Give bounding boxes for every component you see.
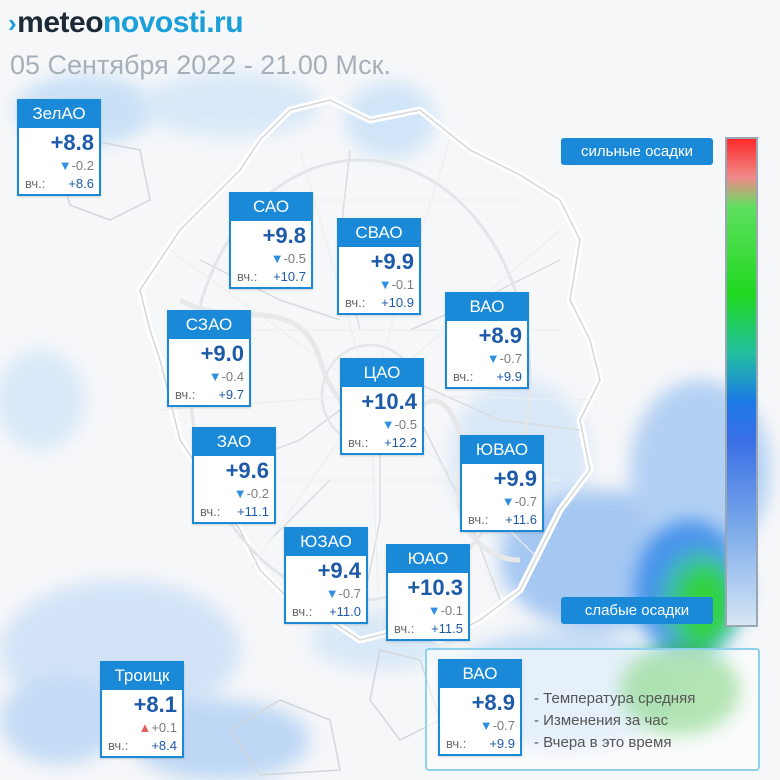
district-change: ▲+0.1 — [138, 720, 177, 735]
district-card-vao: ВАО +8.9 ▼-0.7 вч.: +9.9 — [445, 292, 529, 389]
district-yesterday: вч.: +11.6 — [468, 512, 537, 527]
site-logo[interactable]: ›meteonovosti.ru — [8, 6, 244, 40]
legend-item-change: - Изменения за час — [534, 712, 669, 729]
district-yesterday: вч.: +11.1 — [200, 504, 269, 519]
district-temp: +8.8 — [50, 130, 94, 155]
trend-down-icon: ▼ — [479, 718, 493, 733]
district-yesterday: вч.: +9.9 — [446, 736, 515, 751]
district-card-yuao: ЮАО +10.3 ▼-0.1 вч.: +11.5 — [386, 544, 470, 641]
district-card-zao: ЗАО +9.6 ▼-0.2 вч.: +11.1 — [192, 427, 276, 524]
trend-down-icon: ▼ — [486, 351, 500, 366]
trend-down-icon: ▼ — [501, 494, 515, 509]
district-change: ▼-0.2 — [58, 158, 94, 173]
district-yesterday: вч.: +10.7 — [237, 269, 306, 284]
district-temp: +9.6 — [225, 458, 269, 483]
district-name: САО — [229, 192, 313, 221]
trend-down-icon: ▼ — [325, 586, 339, 601]
district-name: ВАО — [445, 292, 529, 321]
logo-text-dark: meteo — [17, 6, 104, 39]
district-card-cao: ЦАО +10.4 ▼-0.5 вч.: +12.2 — [340, 358, 424, 455]
district-temp: +10.3 — [407, 575, 463, 600]
district-card-zelao: ЗелАО +8.8 ▼-0.2 вч.: +8.6 — [17, 99, 101, 196]
district-change: ▼-0.7 — [325, 586, 361, 601]
trend-up-icon: ▲ — [138, 720, 152, 735]
district-card-troitsk: Троицк +8.1 ▲+0.1 вч.: +8.4 — [100, 661, 184, 758]
district-change: ▼-0.1 — [427, 603, 463, 618]
district-temp: +8.1 — [133, 692, 177, 717]
trend-down-icon: ▼ — [378, 277, 392, 292]
district-temp: +9.8 — [262, 223, 306, 248]
district-change: ▼-0.7 — [486, 351, 522, 366]
district-change: ▼-0.2 — [233, 486, 269, 501]
district-name: ЮВАО — [460, 435, 544, 464]
district-name: ЮАО — [386, 544, 470, 573]
district-temp: +9.9 — [493, 466, 537, 491]
legend-item-temperature: - Температура средняя — [534, 690, 696, 707]
district-temp: +8.9 — [478, 323, 522, 348]
trend-down-icon: ▼ — [58, 158, 72, 173]
district-yesterday: вч.: +9.7 — [175, 387, 244, 402]
logo-chevron-icon: › — [8, 8, 17, 38]
precip-heavy-label: сильные осадки — [561, 138, 713, 165]
district-name: ЗАО — [192, 427, 276, 456]
legend-sample-card: ВАО +8.9 ▼-0.7 вч.: +9.9 — [438, 659, 522, 756]
district-temp: +9.9 — [370, 249, 414, 274]
district-change: ▼-0.5 — [381, 417, 417, 432]
district-card-yuzao: ЮЗАО +9.4 ▼-0.7 вч.: +11.0 — [284, 527, 368, 624]
trend-down-icon: ▼ — [208, 369, 222, 384]
district-name: Троицк — [100, 661, 184, 690]
district-temp: +9.0 — [200, 341, 244, 366]
district-change: ▼-0.7 — [479, 718, 515, 733]
district-card-szao: СЗАО +9.0 ▼-0.4 вч.: +9.7 — [167, 310, 251, 407]
precip-light-label: слабые осадки — [561, 597, 713, 624]
district-temp: +10.4 — [361, 389, 417, 414]
trend-down-icon: ▼ — [233, 486, 247, 501]
logo-text-accent: novosti.ru — [103, 6, 244, 39]
district-change: ▼-0.1 — [378, 277, 414, 292]
district-change: ▼-0.5 — [270, 251, 306, 266]
district-change: ▼-0.4 — [208, 369, 244, 384]
district-yesterday: вч.: +8.6 — [25, 176, 94, 191]
district-change: ▼-0.7 — [501, 494, 537, 509]
district-card-sao: САО +9.8 ▼-0.5 вч.: +10.7 — [229, 192, 313, 289]
district-name: ЗелАО — [17, 99, 101, 128]
district-temp: +8.9 — [471, 690, 515, 715]
precip-color-scale — [725, 137, 758, 627]
legend-item-yesterday: - Вчера в это время — [534, 734, 672, 751]
trend-down-icon: ▼ — [270, 251, 284, 266]
district-name: СЗАО — [167, 310, 251, 339]
district-name: ЦАО — [340, 358, 424, 387]
district-yesterday: вч.: +8.4 — [108, 738, 177, 753]
district-card-yuvao: ЮВАО +9.9 ▼-0.7 вч.: +11.6 — [460, 435, 544, 532]
district-temp: +9.4 — [317, 558, 361, 583]
district-yesterday: вч.: +12.2 — [348, 435, 417, 450]
district-yesterday: вч.: +9.9 — [453, 369, 522, 384]
date-time: 05 Сентября 2022 - 21.00 Мск. — [10, 50, 391, 80]
district-name: ВАО — [438, 659, 522, 688]
district-name: СВАО — [337, 218, 421, 247]
district-yesterday: вч.: +11.0 — [292, 604, 361, 619]
district-name: ЮЗАО — [284, 527, 368, 556]
district-card-svao: СВАО +9.9 ▼-0.1 вч.: +10.9 — [337, 218, 421, 315]
trend-down-icon: ▼ — [427, 603, 441, 618]
trend-down-icon: ▼ — [381, 417, 395, 432]
district-yesterday: вч.: +11.5 — [394, 621, 463, 636]
district-yesterday: вч.: +10.9 — [345, 295, 414, 310]
